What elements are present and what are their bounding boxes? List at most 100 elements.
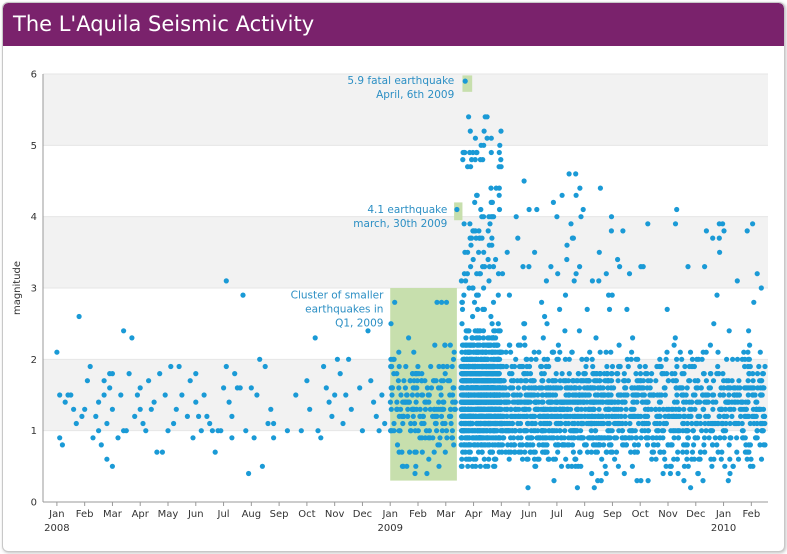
data-point — [388, 428, 394, 434]
data-point — [223, 278, 229, 284]
data-point — [553, 378, 559, 384]
data-point — [209, 428, 215, 434]
data-point — [436, 442, 442, 448]
data-point — [689, 363, 695, 370]
y-tick-label: 0 — [31, 498, 37, 509]
data-point — [709, 463, 715, 469]
data-point — [93, 413, 99, 419]
data-point — [721, 435, 728, 441]
data-point — [645, 406, 651, 412]
data-point — [726, 442, 732, 448]
data-point — [284, 428, 290, 434]
data-point — [196, 413, 202, 419]
data-point — [466, 349, 472, 355]
data-point — [412, 428, 418, 434]
data-point — [137, 406, 143, 412]
data-point — [434, 406, 440, 412]
data-point — [536, 349, 542, 355]
data-point — [422, 435, 428, 441]
data-point — [409, 371, 416, 377]
data-point — [254, 392, 260, 398]
data-point — [379, 392, 385, 398]
data-point — [401, 378, 407, 384]
data-point — [718, 385, 724, 391]
data-point — [494, 428, 500, 434]
data-point — [472, 378, 478, 384]
data-point — [564, 256, 570, 263]
data-point — [365, 328, 371, 334]
data-point — [554, 214, 560, 220]
data-point — [500, 392, 506, 398]
data-point — [532, 463, 538, 469]
data-point — [650, 392, 657, 398]
data-point — [487, 449, 493, 455]
data-point — [490, 371, 496, 377]
data-point — [593, 428, 599, 434]
data-point — [682, 363, 688, 370]
data-point — [526, 206, 532, 213]
x-tick-label: Oct — [298, 509, 315, 520]
data-point — [623, 406, 629, 412]
data-point — [90, 435, 96, 441]
key-event-point — [462, 78, 468, 84]
data-point — [465, 363, 472, 370]
data-point — [715, 449, 721, 455]
data-point — [747, 342, 753, 348]
data-point — [394, 406, 400, 412]
annotation-line: march, 30th 2009 — [353, 218, 447, 230]
data-point — [588, 449, 595, 455]
data-point — [536, 456, 542, 462]
data-point — [695, 435, 701, 441]
data-point — [486, 456, 492, 462]
data-point — [519, 456, 526, 462]
data-point — [745, 392, 751, 398]
data-point — [440, 420, 446, 427]
data-point — [540, 435, 546, 441]
data-point — [624, 306, 630, 312]
data-point — [464, 378, 470, 384]
data-point — [580, 206, 586, 213]
data-point — [757, 442, 763, 448]
data-point — [674, 399, 680, 405]
data-point — [507, 371, 513, 377]
data-point — [388, 406, 394, 412]
data-point — [62, 399, 68, 405]
data-point — [746, 328, 752, 334]
data-point — [557, 428, 563, 434]
data-point — [616, 342, 622, 348]
data-point — [488, 420, 494, 427]
data-point — [514, 378, 520, 384]
data-point — [226, 399, 232, 405]
data-point — [412, 449, 418, 455]
data-point — [126, 371, 132, 377]
data-point — [721, 392, 727, 398]
data-point — [562, 328, 568, 334]
data-point — [550, 199, 557, 205]
data-point — [481, 128, 487, 134]
data-point — [171, 420, 177, 427]
annotation-line: Cluster of smaller — [291, 290, 384, 302]
data-point — [495, 292, 501, 298]
data-point — [68, 392, 74, 398]
data-point — [734, 356, 741, 362]
data-point — [176, 363, 182, 370]
highlight-box — [390, 288, 457, 481]
data-point — [662, 456, 668, 462]
data-point — [644, 371, 650, 377]
data-point — [461, 392, 467, 398]
data-point — [581, 442, 588, 448]
data-point — [657, 449, 663, 455]
data-point — [754, 271, 760, 277]
data-point — [323, 385, 329, 391]
data-point — [396, 349, 402, 355]
data-point — [517, 442, 523, 448]
data-point — [640, 420, 646, 427]
data-point — [532, 428, 538, 434]
data-point — [510, 413, 516, 419]
data-point — [84, 378, 90, 384]
data-point — [240, 292, 246, 298]
scatter-chart: 0 1 2 3 4 5 6 magnitude Jan Feb Mar Apr May Jun Jul Aug… — [12, 70, 768, 534]
data-point — [608, 371, 614, 377]
data-point — [391, 420, 397, 427]
data-point — [561, 442, 567, 448]
